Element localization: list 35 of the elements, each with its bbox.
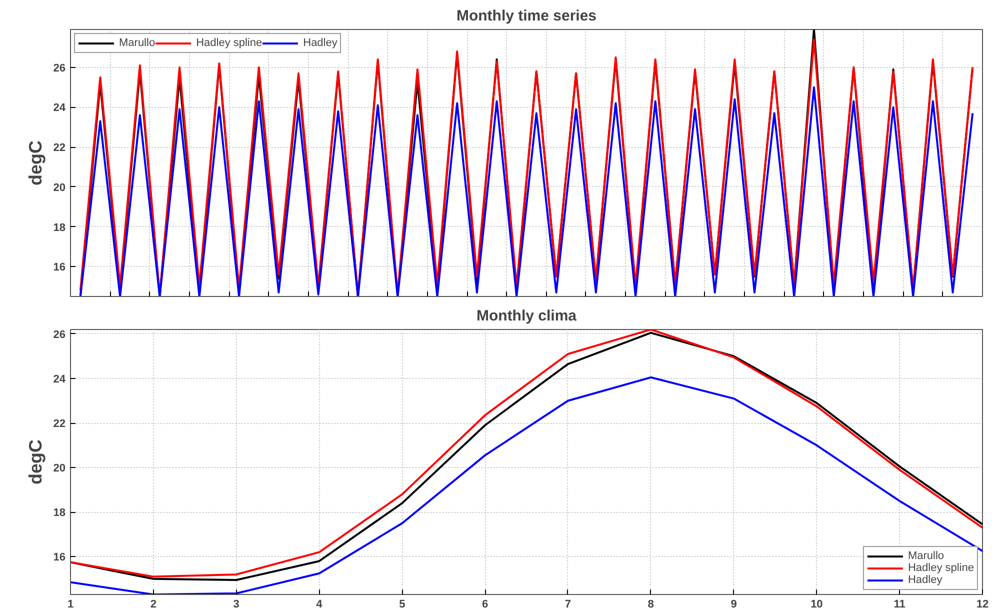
chart-title: Monthly time series: [456, 8, 597, 24]
x-tick-label: 12: [976, 598, 989, 610]
x-tick-label: 3: [233, 598, 240, 610]
y-tick-label: 26: [53, 328, 66, 341]
x-tick-label: 4: [316, 598, 324, 610]
y-tick-label: 18: [53, 222, 66, 234]
x-tick-label: 1: [67, 598, 74, 610]
x-tick-label: 10: [810, 598, 823, 610]
x-tick-label: 8: [648, 598, 654, 610]
y-tick-label: 22: [53, 418, 66, 430]
legend-label: Hadley: [303, 37, 338, 49]
y-axis-title: degC: [25, 440, 46, 484]
y-tick-label: 22: [53, 142, 66, 154]
legend-label: Marullo: [908, 550, 944, 562]
x-tick-label: 6: [482, 598, 488, 610]
y-tick-label: 24: [53, 373, 66, 386]
x-tick-label: 9: [730, 598, 737, 610]
y-tick-label: 24: [53, 102, 66, 114]
line-series: [79, 86, 974, 296]
x-tick-label: 7: [564, 598, 572, 610]
y-tick-label: 18: [53, 507, 66, 520]
legend-label: Marullo: [119, 37, 156, 49]
y-tick-label: 16: [53, 262, 66, 274]
legend-label: Hadley spline: [196, 37, 262, 49]
x-tick-label: 5: [399, 598, 406, 610]
y-tick-label: 20: [53, 182, 66, 194]
legend-label: Hadley: [908, 574, 942, 586]
y-tick-label: 16: [53, 552, 66, 564]
chart-title: Monthly clima: [476, 308, 578, 324]
x-tick-label: 2: [150, 598, 156, 610]
y-axis-title: degC: [25, 140, 46, 186]
y-tick-label: 20: [53, 462, 66, 475]
legend-label: Hadley spline: [908, 562, 974, 574]
y-tick-label: 26: [53, 62, 66, 74]
x-tick-label: 11: [894, 598, 906, 610]
